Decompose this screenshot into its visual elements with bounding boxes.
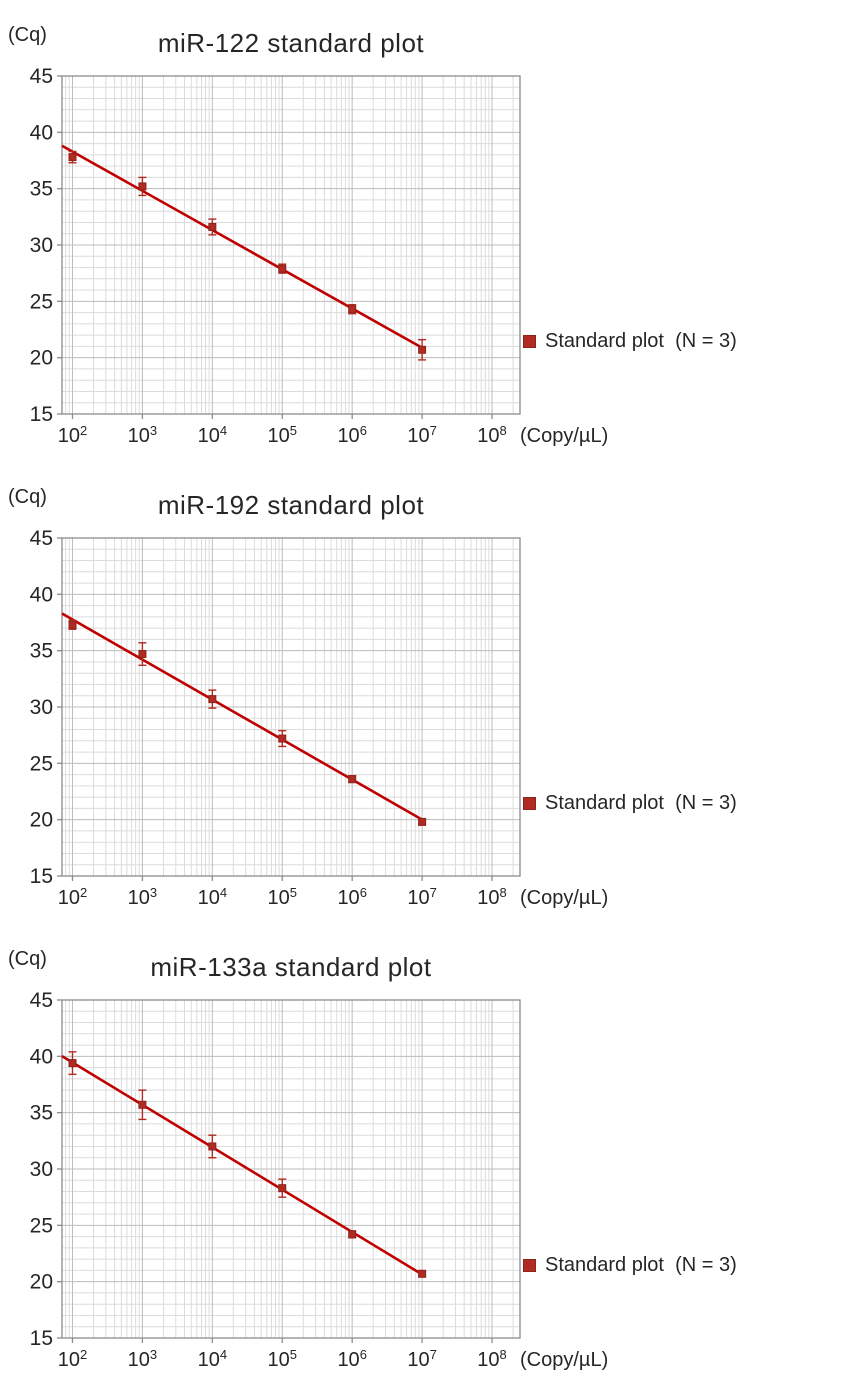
series-marker-icon bbox=[523, 335, 536, 348]
series-marker-icon bbox=[523, 797, 536, 810]
svg-text:40: 40 bbox=[30, 121, 53, 144]
svg-text:40: 40 bbox=[30, 1045, 53, 1068]
svg-text:105: 105 bbox=[268, 885, 297, 909]
svg-text:45: 45 bbox=[30, 989, 53, 1012]
chart-title: miR-133a standard plot bbox=[150, 952, 432, 982]
svg-text:40: 40 bbox=[30, 583, 53, 606]
svg-text:104: 104 bbox=[198, 1347, 227, 1371]
standard-plot-chart: 15 20 25 30 35 40 45 102 103 104 105 106 107 108 (Copy… bbox=[30, 65, 609, 447]
svg-text:103: 103 bbox=[128, 885, 157, 909]
legend: Standard plot (N = 3) bbox=[523, 792, 737, 815]
svg-text:15: 15 bbox=[30, 865, 53, 888]
svg-text:15: 15 bbox=[30, 403, 53, 426]
svg-text:(Copy/µL): (Copy/µL) bbox=[520, 887, 608, 909]
svg-text:103: 103 bbox=[128, 1347, 157, 1371]
svg-text:45: 45 bbox=[30, 527, 53, 550]
svg-text:106: 106 bbox=[337, 1347, 366, 1371]
svg-text:106: 106 bbox=[337, 885, 366, 909]
svg-text:35: 35 bbox=[30, 1102, 53, 1125]
svg-text:30: 30 bbox=[30, 1158, 53, 1181]
y-axis-unit-label: (Cq) bbox=[8, 486, 47, 508]
chart-title: miR-122 standard plot bbox=[157, 28, 425, 58]
chart-title: miR-192 standard plot bbox=[157, 490, 425, 520]
svg-text:20: 20 bbox=[30, 809, 53, 832]
legend-label: Standard plot (N = 3) bbox=[545, 792, 737, 814]
legend-label: Standard plot (N = 3) bbox=[545, 1254, 737, 1276]
svg-text:107: 107 bbox=[407, 423, 436, 447]
svg-text:106: 106 bbox=[337, 423, 366, 447]
svg-text:104: 104 bbox=[198, 423, 227, 447]
svg-text:20: 20 bbox=[30, 347, 53, 370]
svg-text:105: 105 bbox=[268, 1347, 297, 1371]
chart-block-mir-122: (Cq) miR-122 standard plot 15 20 25 30 35 40 4… bbox=[0, 0, 850, 462]
y-axis-unit-label: (Cq) bbox=[8, 948, 47, 970]
svg-text:108: 108 bbox=[477, 1347, 506, 1371]
svg-text:107: 107 bbox=[407, 1347, 436, 1371]
legend-label: Standard plot (N = 3) bbox=[545, 330, 737, 352]
svg-text:25: 25 bbox=[30, 1214, 53, 1237]
svg-text:(Copy/µL): (Copy/µL) bbox=[520, 425, 608, 447]
svg-text:102: 102 bbox=[58, 1347, 87, 1371]
svg-text:30: 30 bbox=[30, 696, 53, 719]
y-axis-unit-label: (Cq) bbox=[8, 24, 47, 46]
chart-block-mir-133a: (Cq) miR-133a standard plot 15 20 25 30 35 40… bbox=[0, 924, 850, 1386]
svg-text:104: 104 bbox=[198, 885, 227, 909]
svg-text:35: 35 bbox=[30, 640, 53, 663]
standard-plot-chart: 15 20 25 30 35 40 45 102 103 104 105 106 107 108 (Copy… bbox=[30, 527, 609, 909]
legend: Standard plot (N = 3) bbox=[523, 330, 737, 353]
svg-text:108: 108 bbox=[477, 423, 506, 447]
svg-text:102: 102 bbox=[58, 423, 87, 447]
svg-text:20: 20 bbox=[30, 1271, 53, 1294]
svg-text:25: 25 bbox=[30, 290, 53, 313]
svg-text:30: 30 bbox=[30, 234, 53, 257]
svg-text:45: 45 bbox=[30, 65, 53, 88]
svg-text:102: 102 bbox=[58, 885, 87, 909]
svg-text:15: 15 bbox=[30, 1327, 53, 1350]
standard-plot-chart: 15 20 25 30 35 40 45 102 103 104 105 106 107 108 (Copy… bbox=[30, 989, 609, 1371]
svg-text:105: 105 bbox=[268, 423, 297, 447]
svg-text:25: 25 bbox=[30, 752, 53, 775]
svg-text:108: 108 bbox=[477, 885, 506, 909]
legend: Standard plot (N = 3) bbox=[523, 1254, 737, 1277]
svg-text:35: 35 bbox=[30, 178, 53, 201]
svg-text:(Copy/µL): (Copy/µL) bbox=[520, 1349, 608, 1371]
series-marker-icon bbox=[523, 1259, 536, 1272]
svg-text:103: 103 bbox=[128, 423, 157, 447]
chart-block-mir-192: (Cq) miR-192 standard plot 15 20 25 30 35 40 4… bbox=[0, 462, 850, 924]
svg-text:107: 107 bbox=[407, 885, 436, 909]
